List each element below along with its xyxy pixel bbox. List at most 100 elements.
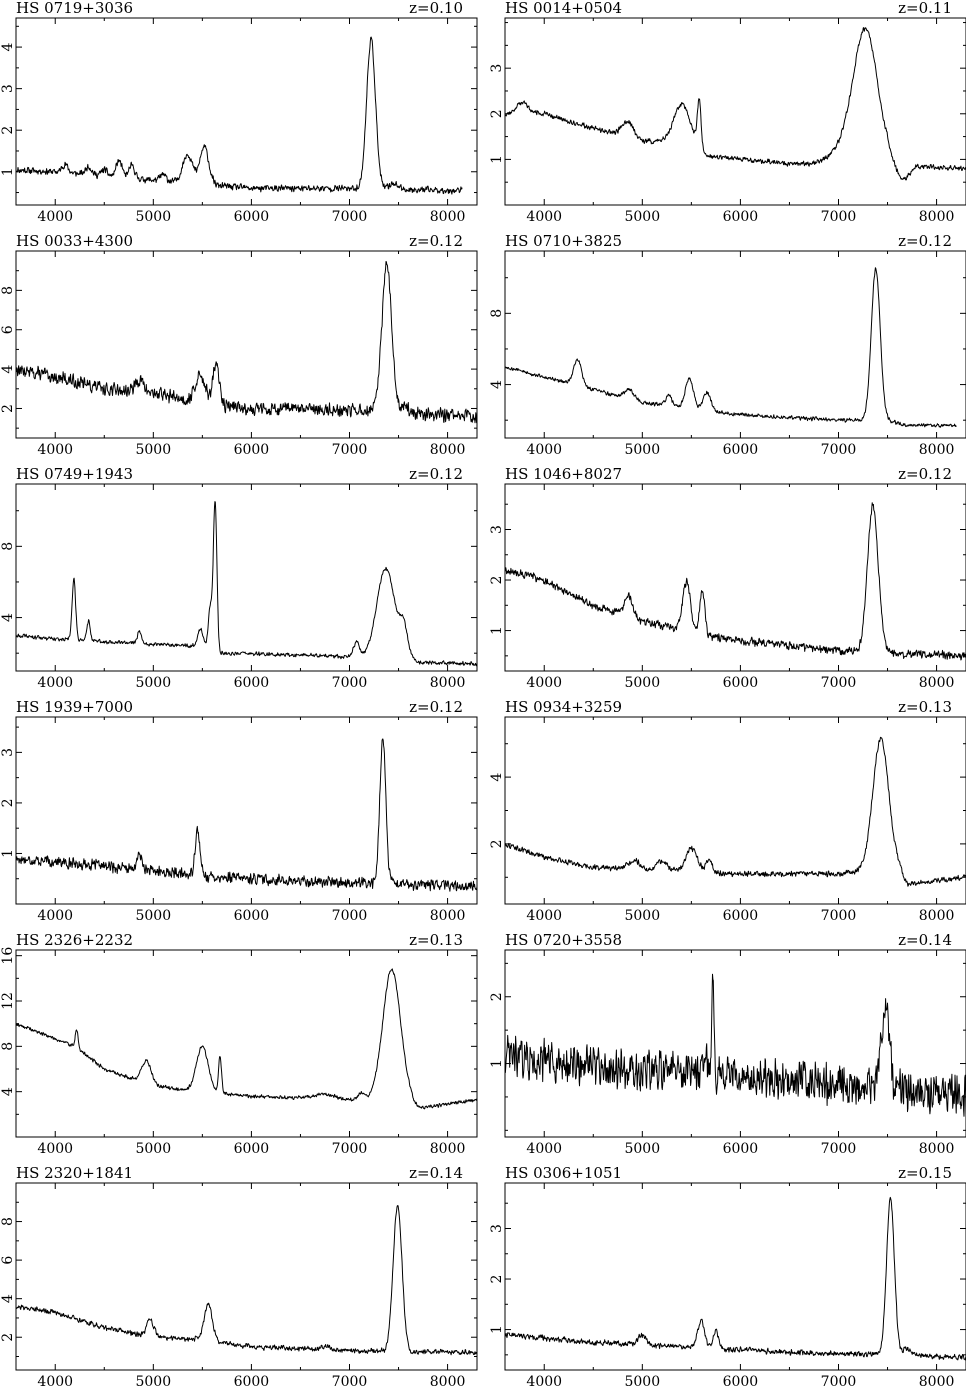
panel-title: HS 1939+7000 <box>16 698 133 716</box>
x-tick-label: 8000 <box>919 675 955 691</box>
y-tick-label: 6 <box>0 325 16 334</box>
y-tick-label: 3 <box>489 64 505 73</box>
panel-title: HS 0749+1943 <box>16 465 133 483</box>
x-tick-label: 8000 <box>919 1374 955 1386</box>
x-tick-label: 4000 <box>37 675 73 691</box>
x-tick-label: 5000 <box>624 1141 660 1157</box>
y-tick-label: 2 <box>0 404 16 413</box>
spectrum-line <box>504 736 966 887</box>
panel-redshift: z=0.12 <box>409 465 463 483</box>
x-tick-label: 7000 <box>821 1141 857 1157</box>
y-tick-label: 3 <box>0 748 16 757</box>
x-tick-label: 4000 <box>526 442 562 458</box>
x-tick-label: 6000 <box>723 209 759 225</box>
panel-title: HS 0306+1051 <box>505 1164 622 1182</box>
spectrum-line <box>504 27 966 181</box>
x-tick-label: 7000 <box>821 1374 857 1386</box>
x-tick-label: 6000 <box>723 1141 759 1157</box>
x-tick-label: 7000 <box>332 1141 368 1157</box>
x-tick-label: 8000 <box>430 1141 466 1157</box>
plot-frame <box>504 17 966 206</box>
y-tick-label: 4 <box>0 613 16 622</box>
spectrum-panel-8: HS 0934+3259 z=0.13 4000 5000 6000 7000 8000 2 4 <box>489 698 966 924</box>
y-tick-label: 4 <box>489 773 505 782</box>
x-tick-label: 7000 <box>332 675 368 691</box>
y-tick-label: 3 <box>489 1224 505 1233</box>
spectrum-panel-11: HS 2320+1841 z=0.14 4000 5000 6000 7000 8000 2 4… <box>0 1164 478 1386</box>
panel-title: HS 0033+4300 <box>16 232 133 250</box>
x-tick-label: 7000 <box>332 209 368 225</box>
x-tick-label: 6000 <box>234 675 270 691</box>
y-tick-label: 16 <box>0 947 16 965</box>
y-tick-label: 2 <box>489 109 505 118</box>
y-tick-label: 1 <box>489 1325 505 1334</box>
y-tick-label: 2 <box>489 992 505 1001</box>
spectrum-line <box>15 36 463 195</box>
x-tick-label: 4000 <box>526 209 562 225</box>
y-tick-label: 2 <box>489 1275 505 1284</box>
x-tick-label: 5000 <box>624 1374 660 1386</box>
x-tick-label: 6000 <box>234 1141 270 1157</box>
x-tick-label: 5000 <box>624 908 660 924</box>
y-tick-label: 1 <box>0 849 16 858</box>
spectrum-line <box>15 968 478 1110</box>
panel-title: HS 2320+1841 <box>16 1164 133 1182</box>
x-tick-label: 5000 <box>624 675 660 691</box>
spectrum-line <box>15 1205 478 1356</box>
x-tick-label: 5000 <box>135 908 171 924</box>
x-tick-label: 7000 <box>332 908 368 924</box>
x-tick-label: 6000 <box>234 1374 270 1386</box>
panel-redshift: z=0.15 <box>898 1164 952 1182</box>
y-tick-label: 12 <box>0 992 16 1010</box>
x-tick-label: 5000 <box>135 1374 171 1386</box>
x-tick-label: 4000 <box>37 442 73 458</box>
x-tick-label: 8000 <box>919 209 955 225</box>
y-tick-label: 6 <box>0 1256 16 1265</box>
y-tick-label: 8 <box>0 542 16 551</box>
panel-redshift: z=0.14 <box>409 1164 463 1182</box>
y-tick-label: 4 <box>0 365 16 374</box>
y-tick-label: 1 <box>489 626 505 635</box>
spectrum-panel-3: HS 0033+4300 z=0.12 4000 5000 6000 7000 8000 2 4… <box>0 232 478 458</box>
x-tick-label: 4000 <box>526 908 562 924</box>
x-tick-label: 5000 <box>135 1141 171 1157</box>
x-tick-label: 5000 <box>624 209 660 225</box>
panel-title: HS 2326+2232 <box>16 931 133 949</box>
y-tick-label: 4 <box>0 43 16 52</box>
panel-redshift: z=0.12 <box>898 232 952 250</box>
spectrum-panel-9: HS 2326+2232 z=0.13 4000 5000 6000 7000 8000 4 8… <box>0 931 478 1157</box>
spectrum-line <box>15 738 478 892</box>
x-tick-label: 7000 <box>332 1374 368 1386</box>
spectrum-line <box>15 501 478 667</box>
y-tick-label: 3 <box>0 84 16 93</box>
panel-title: HS 0719+3036 <box>16 0 133 17</box>
y-tick-label: 4 <box>0 1294 16 1303</box>
x-tick-label: 4000 <box>526 1141 562 1157</box>
y-tick-label: 2 <box>0 1333 16 1342</box>
x-tick-label: 6000 <box>234 908 270 924</box>
spectrum-line <box>504 1196 966 1361</box>
y-tick-label: 8 <box>0 1042 16 1051</box>
x-tick-label: 8000 <box>430 908 466 924</box>
x-tick-label: 8000 <box>430 209 466 225</box>
plot-frame <box>15 1182 478 1371</box>
panel-title: HS 0720+3558 <box>505 931 622 949</box>
y-tick-label: 8 <box>489 309 505 318</box>
x-tick-label: 7000 <box>821 209 857 225</box>
plot-frame <box>504 949 966 1138</box>
x-tick-label: 4000 <box>37 209 73 225</box>
x-tick-label: 4000 <box>37 908 73 924</box>
x-tick-label: 4000 <box>37 1374 73 1386</box>
plot-frame <box>504 483 966 672</box>
x-tick-label: 8000 <box>919 442 955 458</box>
spectrum-panel-2: HS 0014+0504 z=0.11 4000 5000 6000 7000 8000 1 2… <box>489 0 966 225</box>
x-tick-label: 6000 <box>723 1374 759 1386</box>
x-tick-label: 5000 <box>135 675 171 691</box>
x-tick-label: 8000 <box>919 1141 955 1157</box>
x-tick-label: 4000 <box>526 1374 562 1386</box>
plot-frame <box>504 250 966 439</box>
y-tick-label: 2 <box>489 576 505 585</box>
panel-title: HS 0934+3259 <box>505 698 622 716</box>
plot-frame <box>15 716 478 905</box>
